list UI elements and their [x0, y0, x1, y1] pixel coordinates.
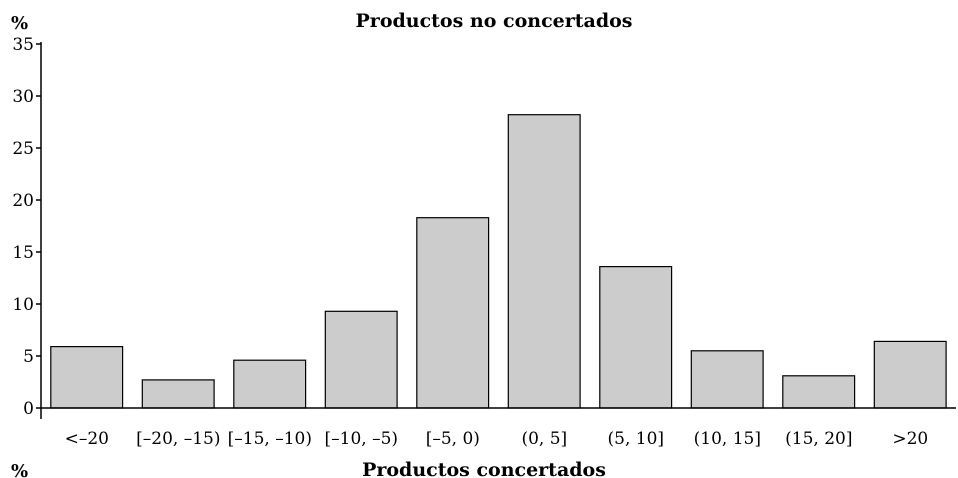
- x-labels-group: <–20 [–20, –15) [–15, –10) [–10, –5) [–5, 0)…: [65, 429, 929, 449]
- x-tick-label-5: (0, 5]: [521, 429, 567, 449]
- y-tick-label-0: 0: [23, 399, 34, 419]
- bar-4: [416, 217, 490, 409]
- bar-5: [507, 114, 581, 409]
- y-tick-label-3: 15: [12, 243, 34, 263]
- y-ticks-group: 0 5 10 15 20 25 30 35: [12, 35, 41, 419]
- y-tick-label-6: 30: [12, 87, 34, 107]
- bar-0: [50, 346, 124, 409]
- bar-9: [873, 340, 947, 409]
- x-tick-label-8: (15, 20]: [785, 429, 852, 449]
- y-unit-label: %: [11, 13, 28, 34]
- x-tick-label-3: [–10, –5): [325, 429, 399, 449]
- bar-6: [599, 266, 673, 409]
- x-tick-label-9: >20: [892, 429, 928, 449]
- chart-title: Productos no concertados: [356, 10, 633, 32]
- x-tick-label-1: [–20, –15): [136, 429, 220, 449]
- y-tick-label-7: 35: [12, 35, 34, 55]
- bar-7: [690, 350, 764, 409]
- bar-8: [782, 375, 856, 409]
- bar-1: [141, 379, 215, 409]
- x-tick-label-2: [–15, –10): [228, 429, 312, 449]
- x-tick-label-7: (10, 15]: [694, 429, 761, 449]
- y-tick-label-2: 10: [12, 295, 34, 315]
- y-tick-label-1: 5: [23, 347, 34, 367]
- bar-3: [324, 310, 398, 409]
- bars-group: [50, 114, 947, 409]
- y-tick-label-5: 25: [12, 139, 34, 159]
- bar-2: [233, 359, 307, 409]
- y-tick-label-4: 20: [12, 191, 34, 211]
- x-tick-label-6: (5, 10]: [608, 429, 665, 449]
- x-tick-label-0: <–20: [65, 429, 109, 449]
- next-chart-title: Productos concertados: [362, 459, 606, 478]
- next-y-unit-label: %: [11, 461, 28, 478]
- x-tick-label-4: [–5, 0): [426, 429, 480, 449]
